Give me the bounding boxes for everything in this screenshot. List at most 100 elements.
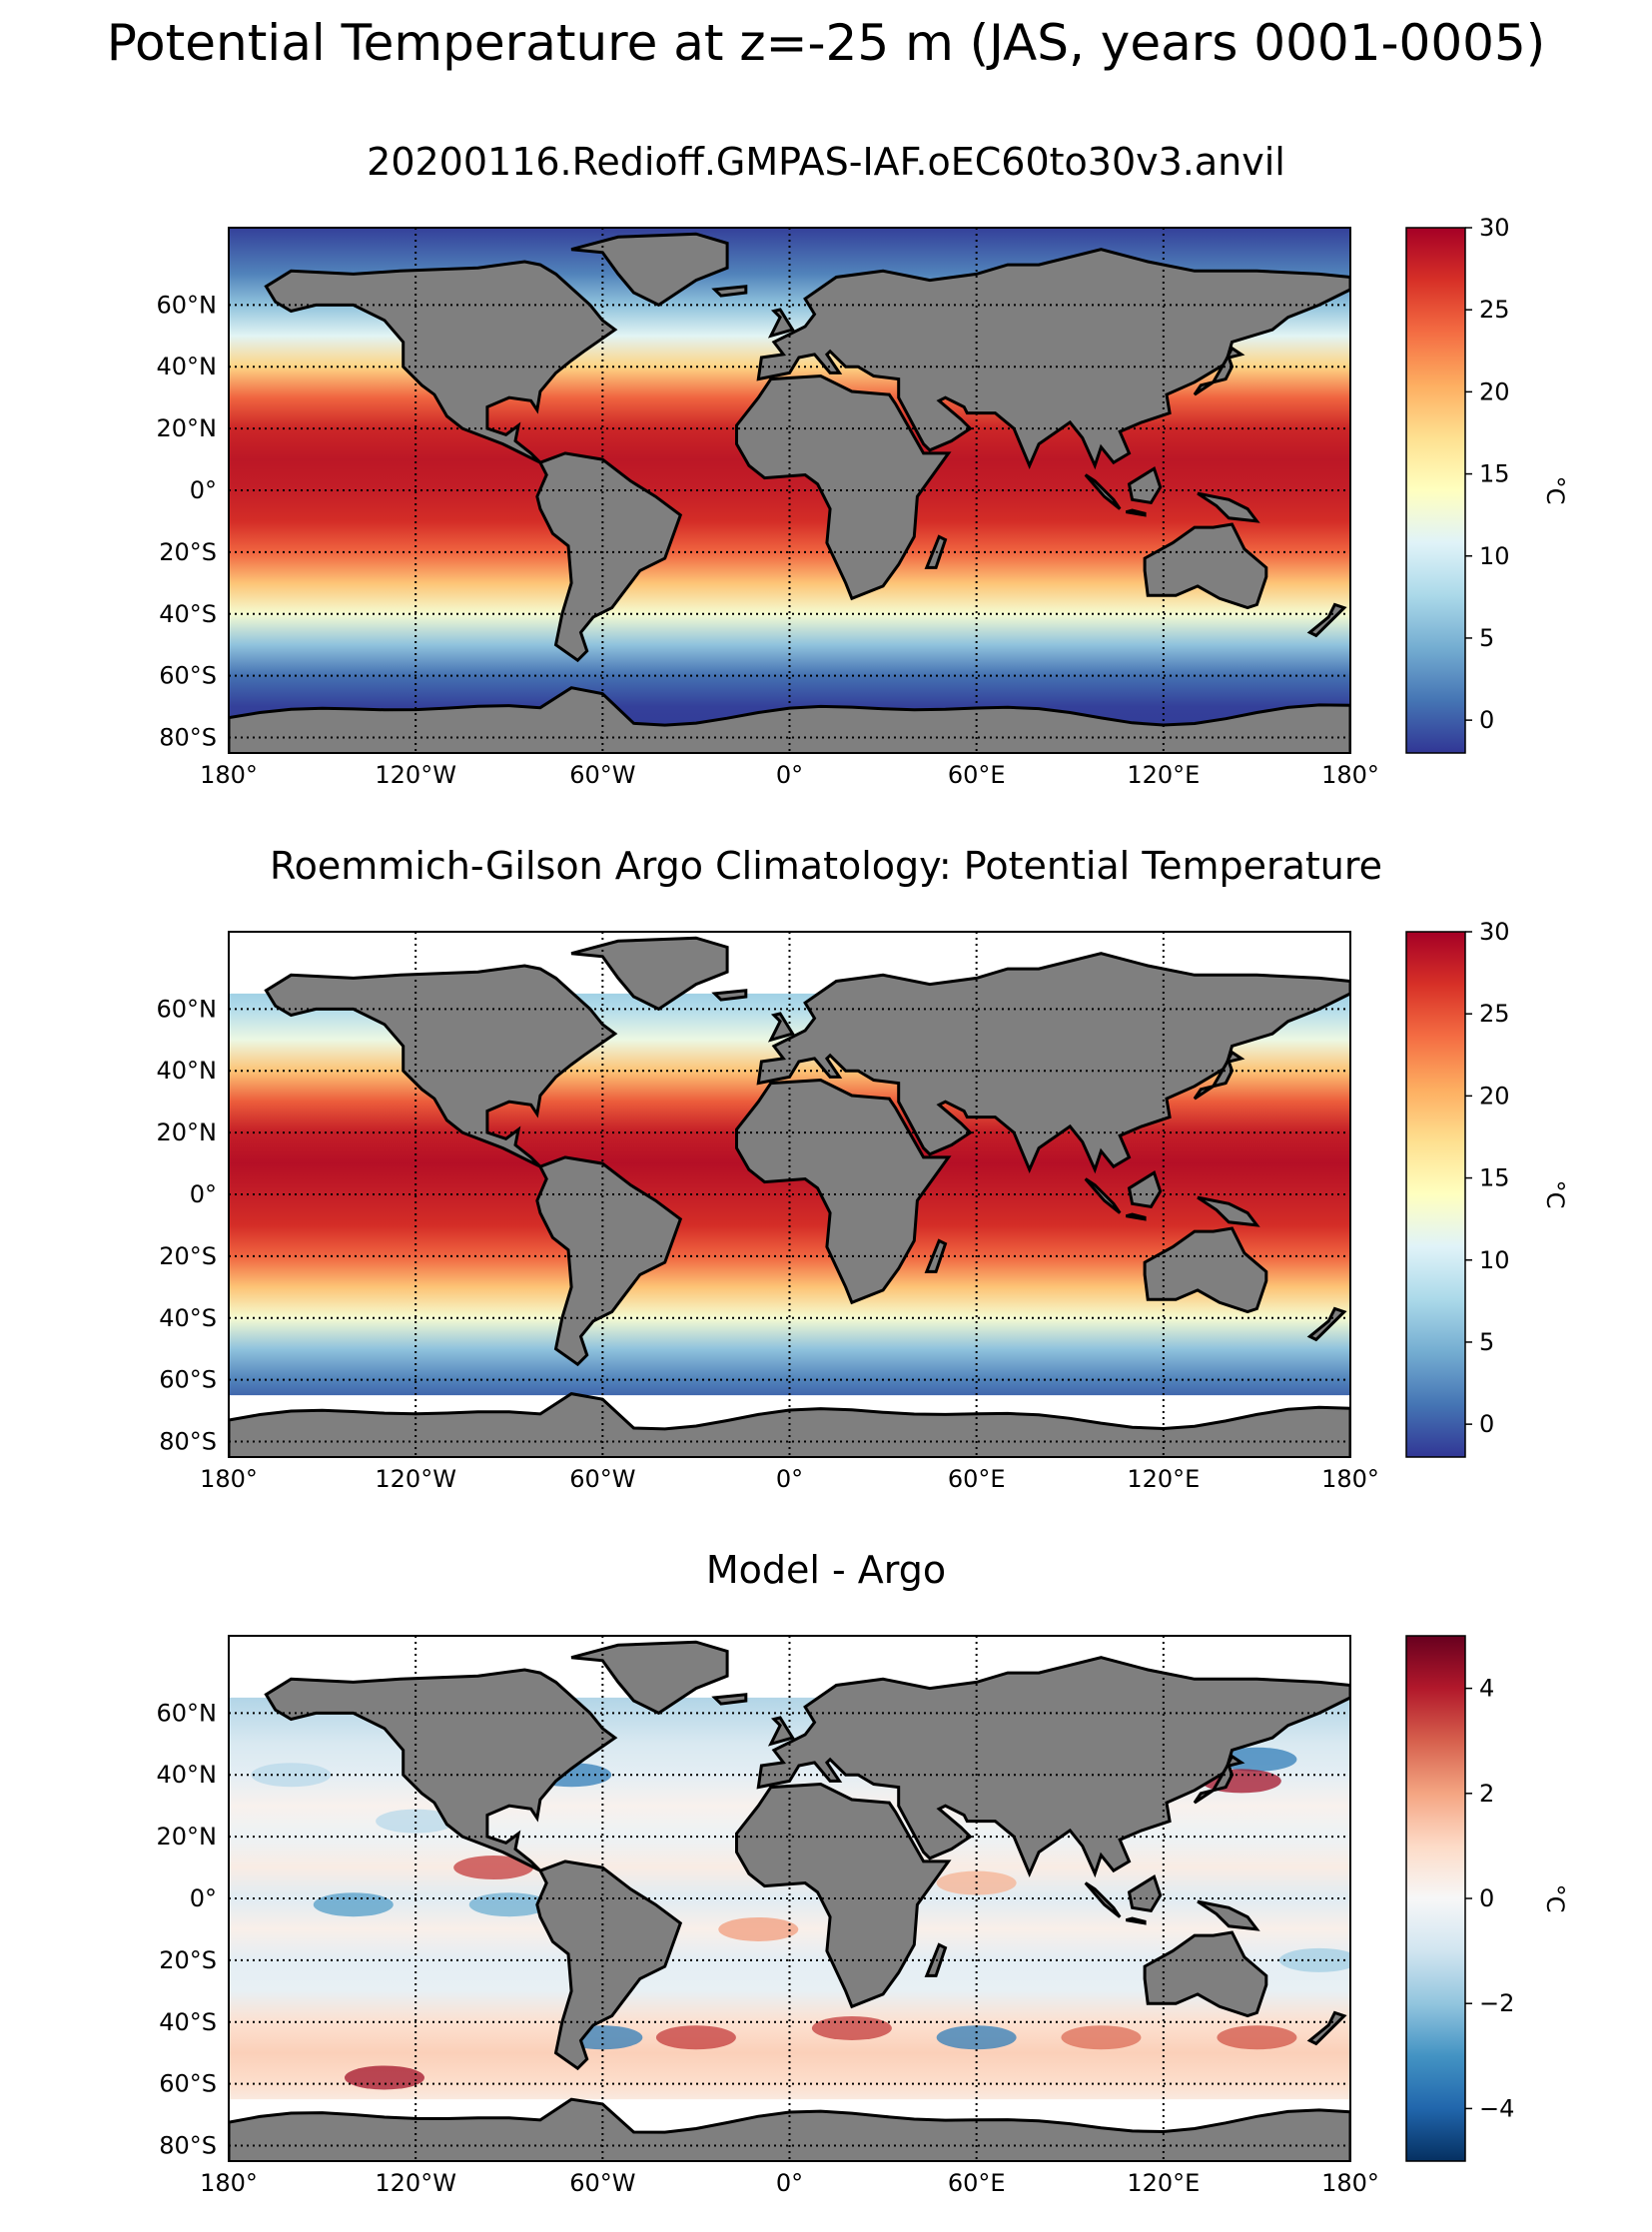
y-tick-label: 20°S bbox=[159, 1946, 217, 1974]
land-mass bbox=[535, 1860, 683, 2071]
land-mass bbox=[1143, 522, 1268, 610]
y-tick-label: 0° bbox=[190, 1180, 217, 1208]
x-tick-label: 60°E bbox=[948, 2169, 1006, 2197]
colorbar-label: °C bbox=[1541, 1884, 1569, 1913]
land-mass bbox=[535, 1155, 683, 1367]
x-tick-label: 60°W bbox=[569, 2169, 635, 2197]
y-tick-label: 20°N bbox=[157, 1118, 218, 1146]
y-tick-label: 60°S bbox=[159, 2070, 217, 2098]
x-tick-label: 120°W bbox=[375, 1465, 456, 1493]
panel-2-title: Roemmich-Gilson Argo Climatology: Potent… bbox=[269, 844, 1383, 888]
x-tick-label: 120°W bbox=[375, 761, 456, 789]
y-tick-label: 0° bbox=[190, 476, 217, 504]
y-tick-label: 60°N bbox=[157, 291, 218, 319]
land-mass bbox=[711, 1693, 748, 1706]
colorbar-tick-label: 15 bbox=[1479, 460, 1510, 488]
colorbar-tick-label: 4 bbox=[1479, 1675, 1494, 1703]
anomaly-patch bbox=[251, 1763, 332, 1788]
y-tick-label: 80°S bbox=[159, 724, 217, 752]
colorbar-tick-label: 30 bbox=[1479, 214, 1510, 242]
colorbar-tick-label: 30 bbox=[1479, 918, 1510, 946]
panel-3-title: Model - Argo bbox=[705, 1548, 947, 1592]
x-tick-label: 120°E bbox=[1127, 761, 1200, 789]
colorbar-tick-label: 2 bbox=[1479, 1780, 1494, 1808]
land-mass bbox=[1143, 1930, 1268, 2018]
land-mass bbox=[1193, 346, 1245, 396]
panel-3-chart: 180° 120°W 60°W 0° 60°E 120°E 180° 80°S 60°S 40°S… bbox=[157, 1635, 1569, 2197]
figure-title: Potential Temperature at z=-25 m (JAS, y… bbox=[106, 14, 1546, 72]
x-tick-label: 180° bbox=[200, 761, 258, 789]
colorbar-label: °C bbox=[1541, 476, 1569, 505]
y-tick-label: 20°N bbox=[157, 414, 218, 442]
land-mass bbox=[1306, 1306, 1347, 1342]
x-tick-label: 180° bbox=[200, 1465, 258, 1493]
y-tick-label: 40°S bbox=[159, 1304, 217, 1332]
y-tick-label: 40°N bbox=[157, 353, 218, 380]
colorbar-tick-label: 25 bbox=[1479, 1000, 1510, 1028]
colorbar-tick-label: 10 bbox=[1479, 542, 1510, 570]
colorbar-tick-label: 5 bbox=[1479, 624, 1494, 652]
panel-1-title: 20200116.Redioff.GMPAS-IAF.oEC60to30v3.a… bbox=[367, 140, 1285, 184]
y-tick-label: 20°S bbox=[159, 1242, 217, 1270]
land-mass bbox=[1084, 473, 1122, 510]
anomaly-patch bbox=[344, 2065, 424, 2090]
land-mass bbox=[1126, 508, 1147, 517]
anomaly-patch bbox=[453, 1856, 534, 1880]
land-mass bbox=[1143, 1226, 1268, 1314]
anomaly-patch bbox=[1061, 2025, 1142, 2050]
y-tick-label: 60°N bbox=[157, 1699, 218, 1727]
x-tick-label: 60°E bbox=[948, 761, 1006, 789]
land-mass bbox=[1197, 491, 1260, 523]
map-frame bbox=[228, 1635, 1351, 2162]
x-tick-label: 60°W bbox=[569, 1465, 635, 1493]
land-mass bbox=[1127, 1170, 1163, 1209]
y-tick-label: 0° bbox=[190, 1884, 217, 1912]
y-tick-label: 60°S bbox=[159, 1366, 217, 1394]
panel-2-chart: 180° 120°W 60°W 0° 60°E 120°E 180° 80°S 60°S 40°S… bbox=[157, 918, 1570, 1493]
x-tick-label: 60°E bbox=[948, 1465, 1006, 1493]
anomaly-patch bbox=[376, 1809, 456, 1834]
colorbar-tick-label: −4 bbox=[1479, 2094, 1514, 2122]
land-mass bbox=[570, 1640, 729, 1716]
y-tick-label: 40°N bbox=[157, 1761, 218, 1789]
colorbar-tick-label: 15 bbox=[1479, 1164, 1510, 1192]
colorbar bbox=[1405, 227, 1466, 754]
land-mass bbox=[1306, 2010, 1347, 2046]
colorbar-tick-label: 0 bbox=[1479, 1410, 1494, 1438]
y-tick-label: 60°N bbox=[157, 995, 218, 1023]
land-mass bbox=[1193, 1050, 1245, 1101]
x-tick-label: 120°W bbox=[375, 2169, 456, 2197]
land-mass bbox=[1197, 1195, 1260, 1227]
y-tick-label: 80°S bbox=[159, 1428, 217, 1456]
y-tick-label: 40°S bbox=[159, 2008, 217, 2036]
colorbar-tick-label: 10 bbox=[1479, 1246, 1510, 1274]
y-tick-label: 80°S bbox=[159, 2132, 217, 2160]
y-tick-label: 20°N bbox=[157, 1823, 218, 1851]
y-tick-label: 60°S bbox=[159, 662, 217, 690]
anomaly-patch bbox=[1217, 1747, 1297, 1772]
colorbar-label: °C bbox=[1541, 1180, 1569, 1209]
land-mass bbox=[1127, 1874, 1163, 1913]
x-tick-label: 120°E bbox=[1127, 1465, 1200, 1493]
land-mass bbox=[1084, 1881, 1122, 1918]
colorbar-tick-label: 5 bbox=[1479, 1328, 1494, 1356]
land-mass bbox=[711, 285, 748, 298]
land-mass bbox=[1126, 1212, 1147, 1221]
x-tick-label: 180° bbox=[200, 2169, 258, 2197]
y-tick-label: 40°N bbox=[157, 1057, 218, 1085]
colorbar-tick-label: 0 bbox=[1479, 1884, 1494, 1912]
anomaly-patch bbox=[811, 2015, 892, 2040]
colorbar bbox=[1405, 931, 1466, 1458]
land-mass bbox=[1306, 602, 1347, 638]
land-mass bbox=[756, 1656, 1350, 1878]
panel-1-chart: 180° 120°W 60°W 0° 60°E 120°E 180° 80°S 60°S 40°S… bbox=[157, 214, 1570, 789]
x-tick-label: 180° bbox=[1321, 761, 1379, 789]
continents bbox=[229, 1640, 1350, 2161]
anomaly-patch bbox=[718, 1916, 799, 1941]
map-frame bbox=[228, 227, 1351, 754]
land-mass bbox=[570, 232, 729, 308]
y-tick-label: 40°S bbox=[159, 600, 217, 628]
x-tick-label: 60°W bbox=[569, 761, 635, 789]
land-mass bbox=[1127, 466, 1163, 505]
anomaly-patch bbox=[1217, 2025, 1297, 2050]
